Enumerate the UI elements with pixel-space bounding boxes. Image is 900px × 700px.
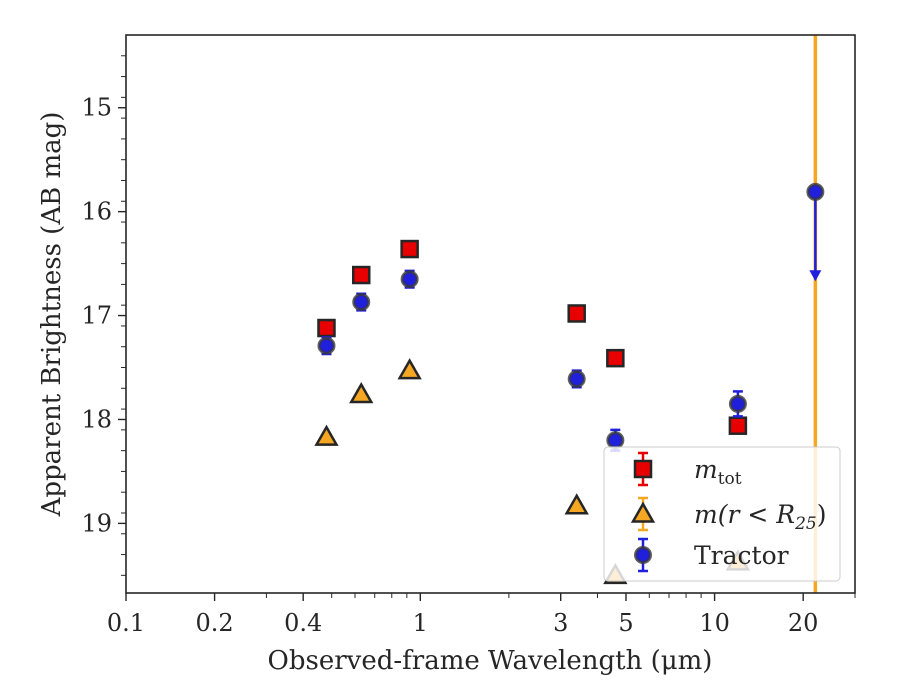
data-point [728, 416, 748, 435]
legend: mtot m(r < R25) Tractor [603, 446, 841, 582]
x-tick-label: 0.1 [107, 609, 145, 637]
legend-marker [630, 501, 656, 523]
x-tick-label: 10 [699, 609, 730, 637]
legend-label-main: m(r < R [694, 500, 795, 529]
data-point [567, 304, 586, 323]
legend-label-main: Tractor [694, 541, 789, 570]
x-tick-label: 1 [413, 609, 428, 637]
legend-label-main: m [694, 455, 718, 484]
data-point [314, 424, 339, 446]
legend-marker [633, 459, 653, 479]
x-tick-label: 3 [553, 609, 568, 637]
data-point [400, 239, 419, 259]
legend-label: m(r < R25) [694, 500, 826, 534]
data-point [317, 318, 336, 338]
y-axis-title: Apparent Brightness (AB mag) [37, 112, 67, 518]
data-point [606, 348, 625, 368]
y-tick-label: 19 [81, 509, 112, 537]
x-tick-label: 0.4 [284, 609, 322, 637]
y-tick-label: 18 [81, 405, 112, 433]
legend-label: mtot [694, 455, 742, 489]
data-point [728, 394, 747, 413]
legend-box [603, 446, 841, 582]
data-point [352, 293, 371, 312]
series-2 [317, 182, 825, 452]
x-axis-title: Observed-frame Wavelength (μm) [268, 646, 713, 676]
data-point [567, 369, 586, 388]
legend-label-suffix: ) [817, 500, 827, 529]
x-tick-label: 0.2 [196, 609, 234, 637]
data-point [606, 431, 625, 450]
data-point [351, 265, 371, 285]
x-tick-label: 20 [788, 609, 819, 637]
data-point [400, 270, 419, 289]
y-tick-label: 15 [81, 94, 112, 122]
data-point [349, 382, 374, 404]
series-0 [317, 239, 748, 435]
data-point [806, 182, 825, 201]
y-tick-label: 17 [81, 302, 112, 330]
upper-limit-arrow [809, 270, 822, 282]
legend-label-subscript: tot [718, 469, 742, 489]
plot-frame [125, 34, 856, 594]
legend-label: Tractor [694, 541, 789, 570]
data-point [317, 336, 336, 355]
y-tick-label: 16 [81, 198, 112, 226]
legend-label-subscript: 25 [794, 514, 817, 534]
legend-marker [634, 546, 652, 564]
data-point [397, 358, 422, 380]
data-point [564, 493, 589, 515]
axes: 0.1 0.2 0.4 1 3 5 10 20 15 16 17 18 19 [81, 55, 856, 637]
x-tick-label: 5 [618, 609, 633, 637]
